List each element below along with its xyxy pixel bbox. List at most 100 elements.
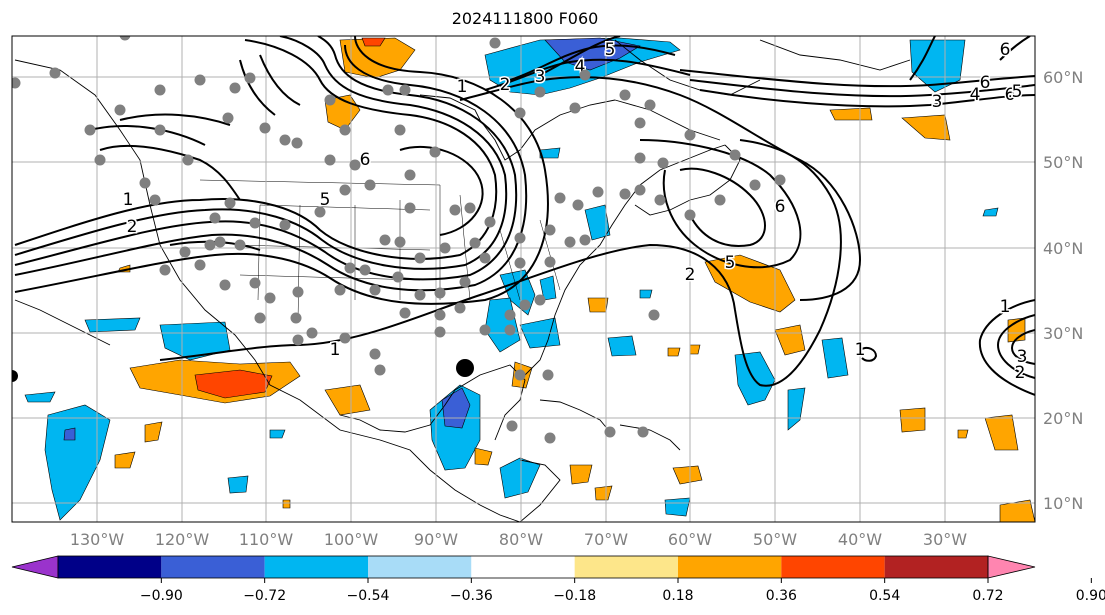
station-dot — [504, 309, 516, 321]
station-dot — [544, 432, 556, 444]
station-dot — [439, 242, 451, 254]
longitude-label: 50°W — [753, 530, 797, 549]
station-dot — [648, 309, 660, 321]
station-dot — [464, 202, 476, 214]
contour-label: 6 — [360, 150, 371, 170]
station-dot — [579, 234, 591, 246]
station-dot — [379, 234, 391, 246]
station-dot — [182, 154, 194, 166]
contour-label: 2 — [127, 217, 138, 237]
longitude-label: 40°W — [838, 530, 882, 549]
station-dot — [449, 204, 461, 216]
colorbar-tick-label: 0.90 — [1076, 588, 1105, 604]
contour-label: 6 — [980, 73, 991, 93]
station-dot — [637, 426, 649, 438]
station-dot — [194, 259, 206, 271]
station-dot — [249, 277, 261, 289]
station-dot — [534, 86, 546, 98]
station-dot — [292, 334, 304, 346]
contour-label: 2 — [1015, 363, 1026, 383]
station-dot — [414, 252, 426, 264]
station-dot — [619, 188, 631, 200]
station-dot — [569, 102, 581, 114]
contour-label: 5 — [725, 253, 736, 273]
station-dot — [514, 107, 526, 119]
station-dot — [290, 312, 302, 324]
station-dot — [194, 74, 206, 86]
colorbar-segment — [678, 556, 782, 578]
station-dot — [489, 37, 501, 49]
station-dot — [249, 217, 261, 229]
station-dot — [564, 236, 576, 248]
station-dot — [314, 206, 326, 218]
station-dot — [149, 194, 161, 206]
station-dot — [774, 174, 786, 186]
station-dot — [542, 369, 554, 381]
station-dot — [434, 309, 446, 321]
colorbar-segment — [574, 556, 678, 578]
contour-label: 1 — [855, 340, 866, 360]
station-dot — [334, 284, 346, 296]
station-dot — [394, 236, 406, 248]
station-dot — [414, 289, 426, 301]
station-dot — [292, 286, 304, 298]
longitude-label: 120°W — [155, 530, 210, 549]
station-dot — [519, 299, 531, 311]
longitude-label: 80°W — [499, 530, 543, 549]
colorbar-tick-label: −0.54 — [347, 588, 390, 604]
station-dot — [604, 426, 616, 438]
station-dot — [369, 348, 381, 360]
longitude-label: 70°W — [584, 530, 628, 549]
station-dot — [349, 159, 361, 171]
station-dot — [214, 236, 226, 248]
contour-label: 2 — [500, 75, 511, 95]
colorbar — [11, 555, 1036, 579]
longitude-label: 30°W — [923, 530, 967, 549]
station-dot — [139, 177, 151, 189]
latitude-label: 20°N — [1043, 409, 1083, 428]
station-dot — [234, 239, 246, 251]
station-dot — [479, 324, 491, 336]
station-dot — [514, 232, 526, 244]
station-markers — [12, 36, 786, 444]
station-dot — [429, 146, 441, 158]
colorbar-tick-label: −0.72 — [243, 588, 286, 604]
station-dot — [279, 134, 291, 146]
station-dot — [514, 257, 526, 269]
station-dot — [224, 197, 236, 209]
grid-lines — [12, 36, 1035, 522]
map-title: 2024111800 F060 — [451, 9, 599, 28]
station-dot — [619, 89, 631, 101]
contour-label: 5 — [605, 40, 616, 60]
station-dot — [291, 137, 303, 149]
colorbar-segment — [58, 556, 162, 578]
latitude-label: 40°N — [1043, 239, 1083, 258]
station-dot — [264, 292, 276, 304]
station-dot — [154, 84, 166, 96]
colorbar-tick-label: 0.36 — [766, 588, 797, 604]
station-dot — [544, 224, 556, 236]
contour-label: 5 — [320, 190, 331, 210]
station-dot — [634, 152, 646, 164]
colorbar-frame — [57, 555, 989, 579]
station-dot — [484, 216, 496, 228]
station-dot — [219, 279, 231, 291]
station-dot — [364, 179, 376, 191]
station-dot — [279, 219, 291, 231]
station-dot — [324, 94, 336, 106]
colorbar-tick-label: 0.54 — [869, 588, 900, 604]
colorbar-min-extension — [11, 555, 59, 579]
station-dot — [459, 276, 471, 288]
station-dot — [209, 212, 221, 224]
longitude-label: 90°W — [414, 530, 458, 549]
station-dot — [514, 369, 526, 381]
station-dot — [579, 69, 591, 81]
station-dot — [592, 186, 604, 198]
station-dot — [572, 199, 584, 211]
station-dot — [644, 99, 656, 111]
station-dot — [306, 327, 318, 339]
station-dot — [339, 332, 351, 344]
station-dot — [154, 124, 166, 136]
